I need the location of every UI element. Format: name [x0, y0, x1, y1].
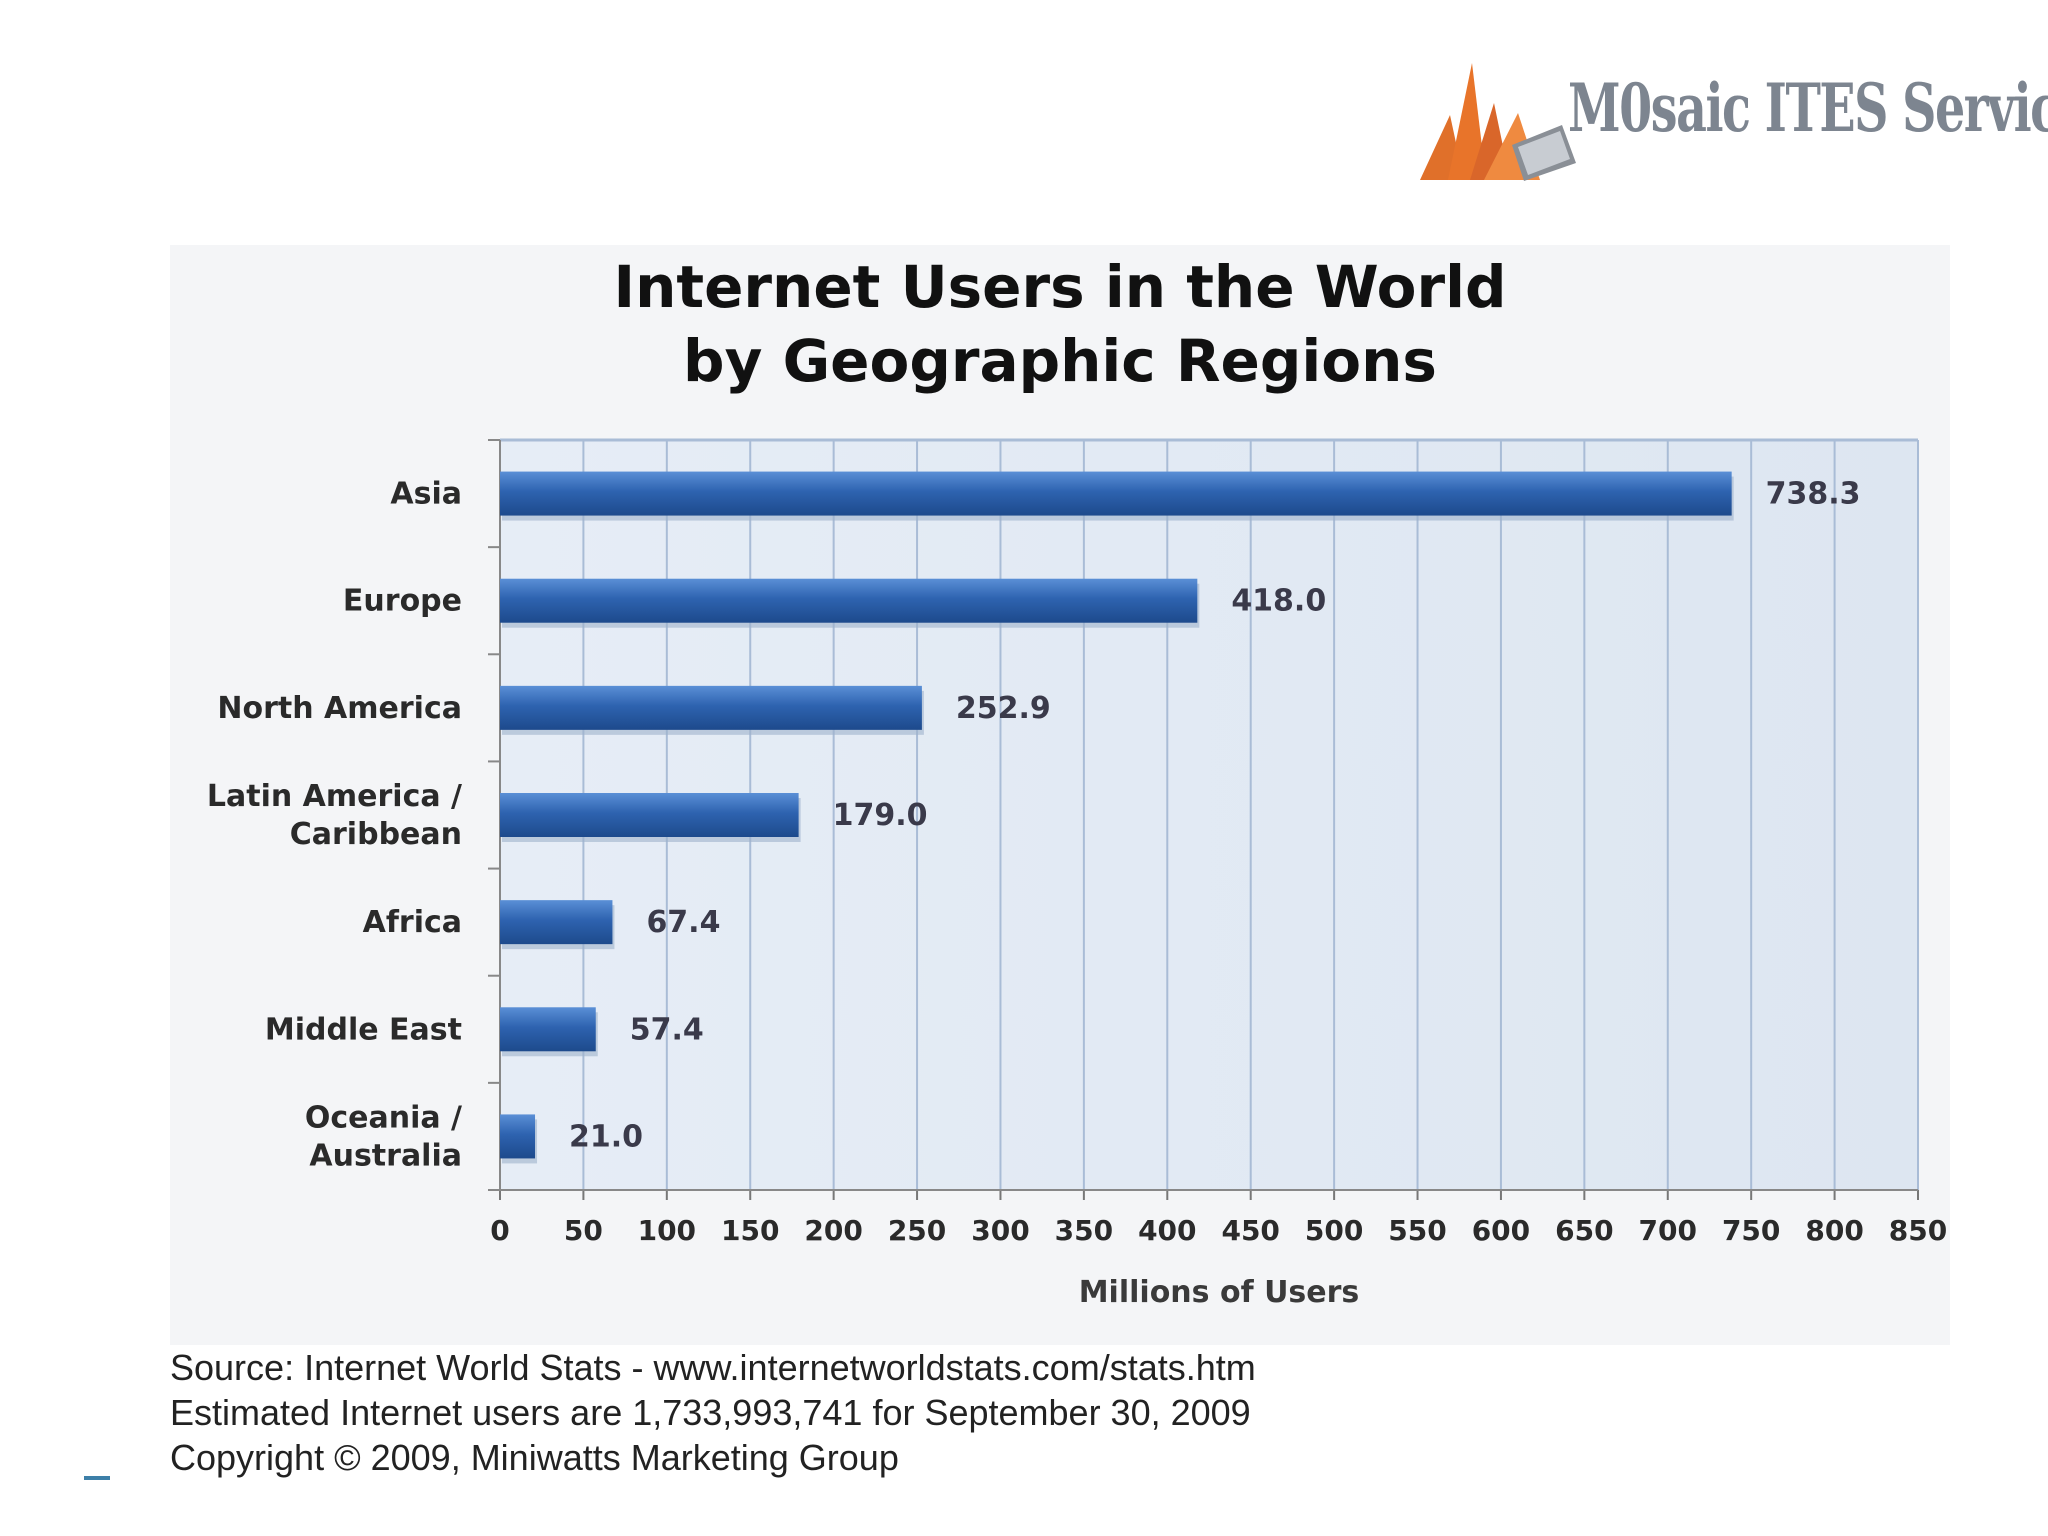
category-label-line: Europe [343, 584, 462, 619]
source-line-3: Copyright © 2009, Miniwatts Marketing Gr… [170, 1437, 899, 1478]
bar [500, 685, 922, 730]
category-label-line: North America [217, 691, 462, 726]
data-label: 738.3 [1766, 477, 1861, 512]
category-label: Africa [363, 905, 462, 940]
x-tick-label: 800 [1805, 1214, 1863, 1247]
x-tick-label: 650 [1555, 1214, 1613, 1247]
data-label: 21.0 [569, 1119, 643, 1154]
x-tick-label: 400 [1138, 1214, 1196, 1247]
source-note: Source: Internet World Stats - www.inter… [170, 1345, 1256, 1480]
x-tick-label: 750 [1722, 1214, 1780, 1247]
bar [500, 578, 1198, 623]
x-tick-label: 850 [1889, 1214, 1947, 1247]
logo-text: M0saic ITES Services [1568, 69, 2048, 147]
x-axis-title: Millions of Users [1079, 1275, 1360, 1310]
x-tick-label: 200 [804, 1214, 862, 1247]
bar [500, 471, 1732, 516]
category-label-line: Middle East [265, 1012, 462, 1047]
x-tick-label: 350 [1055, 1214, 1113, 1247]
corner-mark [84, 1476, 110, 1480]
category-label-line: Asia [390, 477, 462, 512]
x-tick-label: 500 [1305, 1214, 1363, 1247]
category-label-line: Latin America / [207, 779, 462, 814]
data-label: 252.9 [956, 691, 1051, 726]
x-tick-label: 450 [1221, 1214, 1279, 1247]
data-label: 57.4 [630, 1012, 704, 1047]
x-tick-label: 0 [490, 1214, 509, 1247]
bar [500, 1007, 596, 1052]
source-line-2: Estimated Internet users are 1,733,993,7… [170, 1392, 1251, 1433]
x-tick-label: 300 [971, 1214, 1029, 1247]
category-label-line: Australia [309, 1138, 462, 1173]
category-label-line: Oceania / [305, 1100, 462, 1135]
x-tick-label: 50 [564, 1214, 603, 1247]
category-label: Europe [343, 584, 462, 619]
data-label: 179.0 [833, 798, 928, 833]
chart-title-line-2: by Geographic Regions [683, 327, 1437, 395]
bar [500, 793, 799, 837]
company-logo: M0saic ITES Services [1420, 55, 2048, 185]
category-label: North America [217, 691, 462, 726]
data-label: 418.0 [1231, 584, 1326, 619]
bar [500, 1114, 536, 1159]
x-tick-label: 600 [1472, 1214, 1530, 1247]
chart-title-line-1: Internet Users in the World [613, 253, 1507, 321]
category-label: Middle East [265, 1012, 462, 1047]
category-label: Oceania / Australia [305, 1100, 462, 1173]
source-line-1: Source: Internet World Stats - www.inter… [170, 1347, 1256, 1388]
mosaic-logo-icon [1420, 63, 1576, 181]
category-label-line: Africa [363, 905, 462, 940]
data-label: 67.4 [646, 905, 720, 940]
x-tick-label: 700 [1639, 1214, 1697, 1247]
bar [500, 900, 613, 945]
x-tick-label: 100 [638, 1214, 696, 1247]
x-tick-label: 250 [888, 1214, 946, 1247]
category-label-line: Caribbean [290, 817, 462, 852]
category-label: Latin America / Caribbean [207, 779, 462, 852]
category-label: Asia [390, 477, 462, 512]
x-tick-label: 550 [1388, 1214, 1446, 1247]
chart-title: Internet Users in the World by Geographi… [170, 250, 1950, 398]
x-tick-label: 150 [721, 1214, 779, 1247]
